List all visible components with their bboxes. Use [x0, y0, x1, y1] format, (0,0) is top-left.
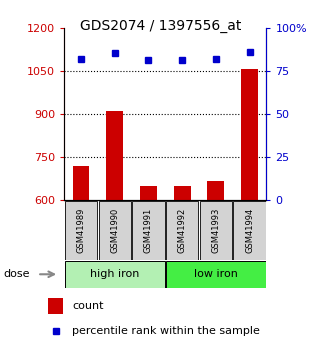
Text: count: count	[72, 301, 104, 311]
Text: GSM41994: GSM41994	[245, 208, 254, 253]
Text: GDS2074 / 1397556_at: GDS2074 / 1397556_at	[80, 19, 241, 33]
Bar	[207, 180, 224, 200]
Text: high iron: high iron	[90, 269, 139, 279]
Text: GSM41990: GSM41990	[110, 208, 119, 253]
Bar	[174, 186, 191, 200]
Text: GSM41991: GSM41991	[144, 208, 153, 253]
Text: dose: dose	[3, 269, 30, 279]
Bar	[73, 166, 90, 200]
Bar	[166, 201, 198, 260]
Bar	[65, 201, 97, 260]
Bar	[48, 298, 64, 314]
Bar	[65, 261, 165, 287]
Bar	[99, 201, 131, 260]
Bar	[241, 69, 258, 200]
Bar	[106, 111, 123, 200]
Bar	[132, 201, 165, 260]
Text: percentile rank within the sample: percentile rank within the sample	[72, 326, 260, 336]
Bar	[233, 201, 266, 260]
Text: GSM41989: GSM41989	[76, 208, 86, 253]
Bar	[140, 186, 157, 200]
Bar	[166, 261, 266, 287]
Text: GSM41992: GSM41992	[178, 208, 187, 253]
Text: low iron: low iron	[194, 269, 238, 279]
Bar	[200, 201, 232, 260]
Text: GSM41993: GSM41993	[211, 208, 221, 253]
